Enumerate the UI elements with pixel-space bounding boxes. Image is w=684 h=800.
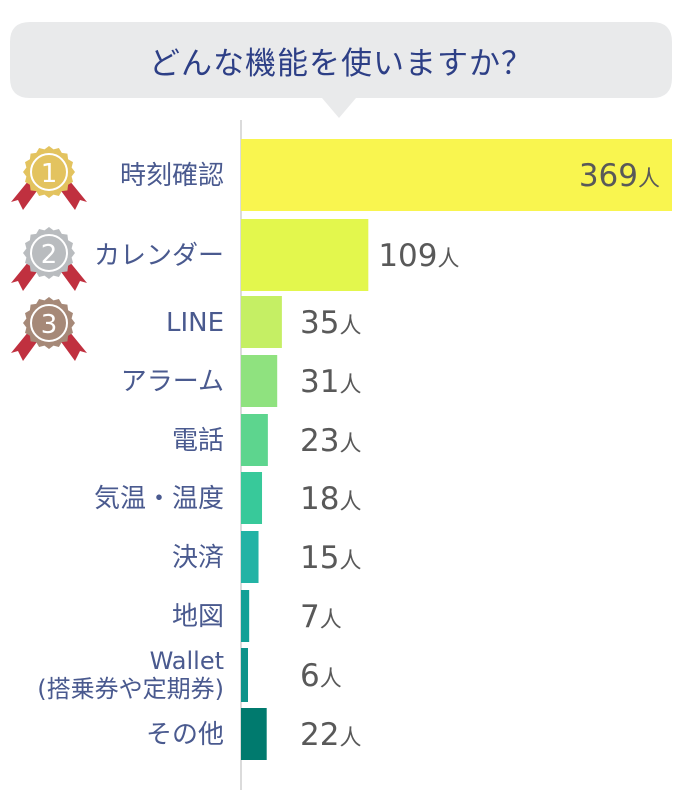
value-label: 35人 <box>300 305 361 341</box>
bar <box>241 355 278 407</box>
value-label: 18人 <box>300 481 361 517</box>
category-label: Wallet (搭乗券や定期券) <box>37 647 224 703</box>
rank-number: 3 <box>41 310 58 340</box>
value-label: 6人 <box>300 658 342 694</box>
chart-title: どんな機能を使いますか？ <box>149 45 533 82</box>
category-label: その他 <box>146 720 224 750</box>
value-label: 22人 <box>300 717 361 753</box>
rank-number: 2 <box>41 240 58 270</box>
bar <box>241 139 672 211</box>
value-label: 23人 <box>300 423 361 459</box>
bar <box>241 472 263 524</box>
rank-medal-icon: 2 <box>11 227 87 291</box>
bar <box>241 708 267 760</box>
category-label: 気温・温度 <box>94 484 224 514</box>
value-label: 369人 <box>579 158 660 194</box>
bar <box>241 590 250 642</box>
rank-medal-icon: 1 <box>11 146 87 210</box>
bar <box>241 219 369 291</box>
value-label: 31人 <box>300 364 361 400</box>
bar <box>241 296 282 348</box>
category-label: 時刻確認 <box>120 161 224 191</box>
category-label: 電話 <box>172 426 224 456</box>
value-label: 7人 <box>300 599 342 635</box>
value-label: 15人 <box>300 540 361 576</box>
bar <box>241 531 259 583</box>
bar <box>241 414 268 466</box>
bar <box>241 648 249 702</box>
rank-medal-icon: 3 <box>11 297 87 361</box>
title-bubble <box>10 22 672 118</box>
category-label: LINE <box>166 308 224 338</box>
category-label: 決済 <box>172 543 224 573</box>
category-label: カレンダー <box>94 241 224 271</box>
value-label: 109人 <box>378 238 459 274</box>
category-label: アラーム <box>121 367 224 397</box>
rank-number: 1 <box>41 159 58 189</box>
category-label: 地図 <box>172 602 224 632</box>
